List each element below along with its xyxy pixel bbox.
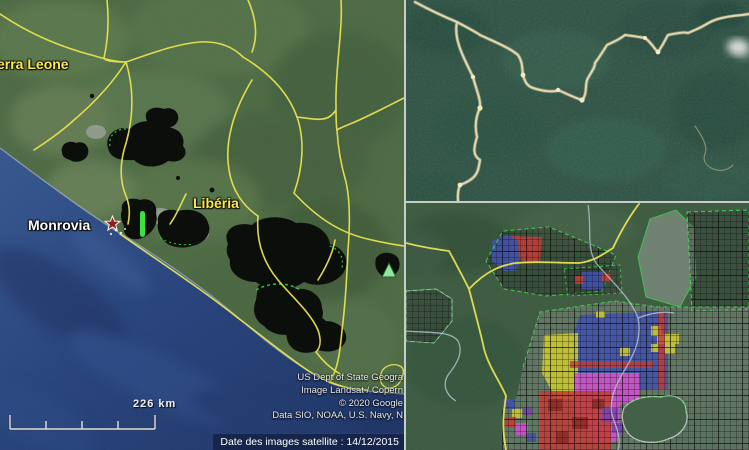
noise-overlay	[0, 0, 404, 450]
grid-map-canvas	[406, 203, 749, 450]
map-panel-concession-grid[interactable]	[406, 203, 749, 450]
panel-divider-horizontal	[404, 201, 749, 203]
map-panel-forest-track[interactable]	[406, 0, 749, 201]
monrovia-star-icon[interactable]	[104, 215, 121, 232]
noise-overlay	[406, 203, 749, 450]
panel-divider-vertical	[404, 0, 406, 450]
noise-overlay	[406, 0, 749, 201]
imagery-date-bar: Date des images satellite : 14/12/2015	[213, 433, 404, 450]
map-panel-liberia[interactable]: erra Leone Libéria Monrovia 226 km US De…	[0, 0, 404, 450]
forest-canvas	[406, 0, 749, 201]
liberia-map-canvas	[0, 0, 404, 450]
